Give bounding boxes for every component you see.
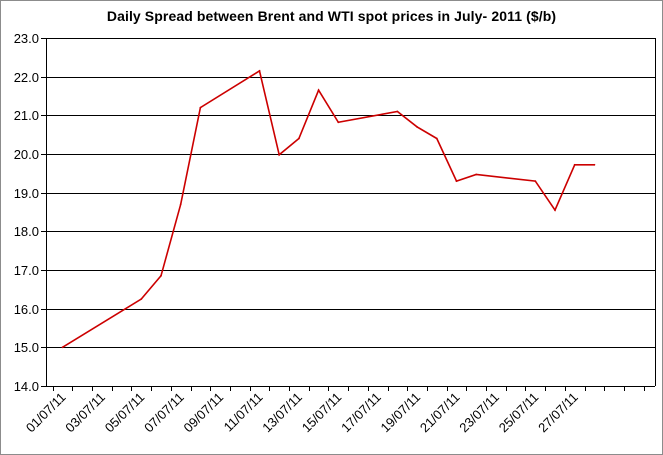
axes xyxy=(41,38,656,391)
x-tick-label: 09/07/11 xyxy=(181,390,227,436)
x-tick-label: 07/07/11 xyxy=(141,390,187,436)
x-tick-label: 15/07/11 xyxy=(299,390,345,436)
data-point xyxy=(199,106,202,109)
x-tick-label: 19/07/11 xyxy=(378,390,424,436)
data-point xyxy=(140,298,143,300)
data-point xyxy=(534,180,537,183)
x-tick-label: 03/07/11 xyxy=(62,390,108,436)
x-tick-labels: 01/07/1103/07/1105/07/1107/07/1109/07/11… xyxy=(23,390,581,436)
data-point xyxy=(593,163,596,166)
data-point xyxy=(435,137,438,140)
chart-title: Daily Spread between Brent and WTI spot … xyxy=(106,8,557,24)
data-point xyxy=(258,70,261,72)
x-tick-label: 05/07/11 xyxy=(102,390,148,436)
y-tick-label: 19.0 xyxy=(14,186,39,201)
data-point xyxy=(554,209,556,212)
data-point xyxy=(573,163,576,166)
data-point xyxy=(61,346,64,349)
x-tick-label: 13/07/11 xyxy=(259,390,305,436)
y-tick-label: 20.0 xyxy=(14,147,39,162)
data-point xyxy=(179,203,182,206)
x-tick-label: 25/07/11 xyxy=(496,390,542,436)
series xyxy=(61,69,596,349)
y-tick-label: 14.0 xyxy=(14,379,39,394)
data-point xyxy=(396,110,399,113)
gridlines xyxy=(46,38,655,387)
y-tick-labels: 14.0 15.0 16.0 17.0 18.0 19.0 20.0 21.0 22.0 23.0 xyxy=(14,31,39,394)
data-point xyxy=(455,180,458,183)
data-point xyxy=(416,126,418,128)
x-tick-label: 23/07/11 xyxy=(456,390,502,436)
x-tick-label: 27/07/11 xyxy=(535,390,581,436)
x-tick-label: 21/07/11 xyxy=(417,390,463,436)
y-tick-label: 21.0 xyxy=(14,108,39,123)
data-point xyxy=(298,137,300,140)
data-point xyxy=(337,121,340,124)
x-tick-label: 01/07/11 xyxy=(23,390,69,436)
series-line xyxy=(62,69,595,348)
data-point xyxy=(160,274,162,277)
y-tick-label: 22.0 xyxy=(14,70,39,85)
x-tick-label: 17/07/11 xyxy=(338,390,384,436)
data-point xyxy=(317,89,320,92)
data-point xyxy=(475,173,478,176)
x-tick-label: 11/07/11 xyxy=(221,390,266,435)
y-tick-label: 17.0 xyxy=(14,263,39,278)
y-tick-label: 15.0 xyxy=(14,340,39,355)
data-point xyxy=(278,153,281,156)
y-tick-label: 23.0 xyxy=(14,31,39,46)
y-tick-label: 16.0 xyxy=(14,302,39,317)
y-tick-label: 18.0 xyxy=(14,224,39,239)
